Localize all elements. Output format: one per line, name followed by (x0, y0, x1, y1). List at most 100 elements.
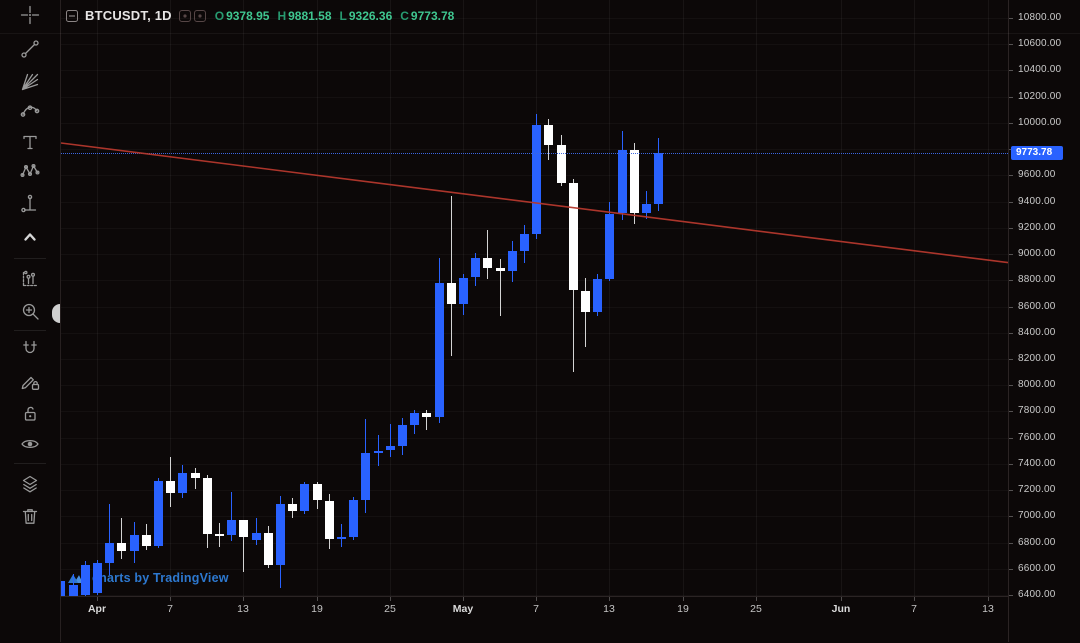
price-axis-tick (1009, 307, 1013, 308)
candle[interactable] (191, 472, 200, 478)
symbol-title[interactable]: BTCUSDT, 1D (85, 8, 172, 23)
candle[interactable] (642, 204, 651, 213)
candle[interactable] (471, 257, 480, 278)
price-axis[interactable]: 9773.78 10800.00 10600.00 10400.00 10200.00… (1008, 0, 1080, 642)
candle[interactable] (105, 543, 114, 564)
gridline-vertical (390, 0, 391, 596)
candle[interactable] (630, 150, 639, 213)
lock-all-icon[interactable] (19, 402, 41, 424)
magnet-icon[interactable] (19, 338, 41, 360)
drawing-lock-icon[interactable] (19, 370, 41, 392)
tradingview-watermark[interactable]: charts by TradingView (67, 570, 229, 585)
bars-pattern-icon[interactable] (19, 268, 41, 290)
time-axis-label: 25 (750, 603, 762, 615)
candle[interactable] (288, 503, 297, 512)
curve-icon[interactable] (19, 99, 41, 121)
time-axis-label: 7 (167, 603, 173, 615)
price-axis-tick (1009, 280, 1013, 281)
time-axis-tick (463, 597, 464, 601)
time-axis-label: 13 (982, 603, 994, 615)
trend-line-icon[interactable] (19, 38, 41, 60)
chart-pane[interactable]: BTCUSDT, 1D O 9378.95 H 9881.58 L 9326.36 C… (61, 0, 1008, 596)
xabcd-pattern-icon[interactable] (19, 160, 41, 182)
price-axis-label: 7400.00 (1018, 458, 1056, 469)
candle[interactable] (593, 279, 602, 312)
candle[interactable] (605, 213, 614, 279)
price-axis-label: 6600.00 (1018, 563, 1056, 574)
candle[interactable] (422, 412, 431, 418)
candle[interactable] (520, 234, 529, 252)
candle[interactable] (313, 483, 322, 501)
time-axis-tick (243, 597, 244, 601)
candle[interactable] (435, 283, 444, 418)
gridline-vertical (317, 0, 318, 596)
candle[interactable] (117, 543, 126, 552)
candle[interactable] (215, 534, 224, 536)
gridline-horizontal (61, 385, 1008, 386)
gridline-vertical (243, 0, 244, 596)
time-axis[interactable]: Apr 7 13 19 25 May 7 13 19 25 Jun 7 13 (61, 596, 1008, 643)
object-tree-icon[interactable] (19, 473, 41, 495)
date-price-range-icon[interactable] (19, 193, 41, 215)
candle[interactable] (618, 150, 627, 214)
candle[interactable] (154, 480, 163, 547)
candle-wick (500, 259, 501, 317)
candle[interactable] (398, 425, 407, 446)
candle[interactable] (483, 257, 492, 268)
candle[interactable] (276, 503, 285, 566)
candle[interactable] (508, 251, 517, 272)
gridline-vertical (756, 0, 757, 596)
candle[interactable] (81, 564, 90, 595)
text-icon[interactable] (19, 131, 41, 153)
open-value: O 9378.95 (214, 8, 270, 23)
time-axis-label: 19 (311, 603, 323, 615)
candle[interactable] (337, 537, 346, 540)
sidebar-collapse-handle[interactable] (52, 304, 60, 323)
candle[interactable] (557, 145, 566, 184)
top-separator (0, 33, 1080, 34)
candle[interactable] (69, 584, 78, 596)
candle[interactable] (386, 445, 395, 451)
crosshair-icon[interactable] (19, 4, 41, 26)
candle[interactable] (374, 450, 383, 454)
candle[interactable] (93, 563, 102, 594)
candle[interactable] (654, 152, 663, 205)
time-axis-label: 13 (603, 603, 615, 615)
candle-wick (121, 518, 122, 560)
candle[interactable] (178, 472, 187, 494)
candle[interactable] (166, 480, 175, 494)
candle[interactable] (227, 520, 236, 535)
gann-fan-icon[interactable] (19, 71, 41, 93)
candle[interactable] (130, 534, 139, 552)
zoom-in-icon[interactable] (19, 300, 41, 322)
legend-collapse-icon[interactable] (66, 9, 78, 22)
candle[interactable] (61, 580, 65, 596)
price-axis-tick (1009, 569, 1013, 570)
candle[interactable] (264, 533, 273, 566)
candle[interactable] (410, 412, 419, 426)
hide-all-icon[interactable] (19, 433, 41, 455)
candle[interactable] (325, 500, 334, 540)
collapse-toolbar-icon[interactable] (19, 226, 41, 248)
candle[interactable] (447, 283, 456, 304)
price-axis-tick (1009, 385, 1013, 386)
candle[interactable] (203, 477, 212, 535)
candle[interactable] (361, 453, 370, 500)
gridline-vertical (841, 0, 842, 596)
candle[interactable] (581, 290, 590, 312)
price-axis-tick (1009, 359, 1013, 360)
candle[interactable] (142, 534, 151, 547)
candle[interactable] (496, 267, 505, 271)
candle[interactable] (532, 124, 541, 235)
candle[interactable] (459, 277, 468, 304)
candle[interactable] (349, 499, 358, 538)
remove-all-icon[interactable] (19, 505, 41, 527)
candle[interactable] (252, 533, 261, 540)
candle[interactable] (569, 183, 578, 291)
candle[interactable] (239, 520, 248, 537)
candle[interactable] (544, 124, 553, 146)
legend-action-icon-1[interactable] (178, 9, 191, 22)
legend-action-icon-2[interactable] (193, 9, 206, 22)
candle[interactable] (300, 483, 309, 512)
